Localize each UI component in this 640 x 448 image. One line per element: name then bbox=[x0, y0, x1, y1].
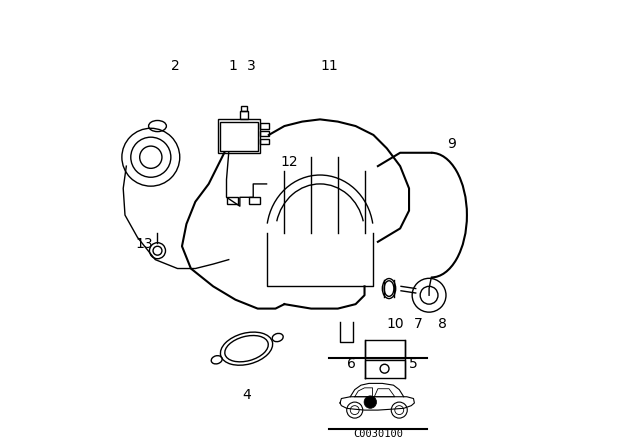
Text: 12: 12 bbox=[280, 155, 298, 168]
Bar bbox=[241, 106, 246, 112]
Bar bbox=[260, 131, 269, 136]
Text: 8: 8 bbox=[438, 317, 447, 331]
Bar bbox=[260, 138, 269, 144]
Text: 9: 9 bbox=[447, 137, 456, 151]
Text: 1: 1 bbox=[228, 59, 237, 73]
Bar bbox=[227, 197, 237, 204]
Text: 7: 7 bbox=[413, 317, 422, 331]
Text: 3: 3 bbox=[246, 59, 255, 73]
Text: 13: 13 bbox=[135, 237, 153, 251]
Text: 10: 10 bbox=[387, 317, 404, 331]
Circle shape bbox=[364, 396, 376, 408]
Bar bbox=[260, 123, 269, 129]
Text: C0030100: C0030100 bbox=[353, 429, 403, 439]
Text: 6: 6 bbox=[347, 357, 356, 371]
Text: 5: 5 bbox=[409, 357, 418, 371]
Bar bbox=[240, 112, 248, 119]
Text: 4: 4 bbox=[242, 388, 251, 402]
Text: 11: 11 bbox=[320, 59, 338, 73]
Bar bbox=[220, 121, 258, 151]
Bar bbox=[218, 119, 260, 153]
Text: 2: 2 bbox=[171, 59, 180, 73]
Bar bbox=[249, 197, 260, 204]
